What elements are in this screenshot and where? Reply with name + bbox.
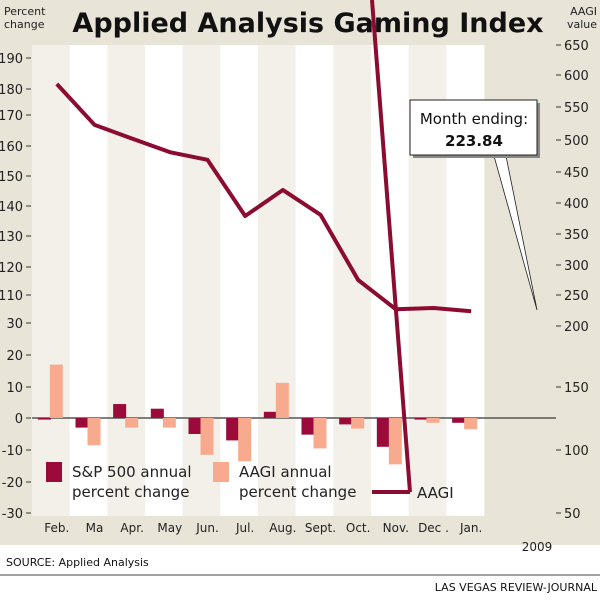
bar-aagi-change <box>125 418 138 428</box>
x-tick-label: Dec . <box>418 521 449 535</box>
bar-sp500 <box>339 418 352 424</box>
x-tick-label: Sept. <box>305 521 336 535</box>
x-tick-label: Oct. <box>346 521 371 535</box>
bar-sp500 <box>76 418 89 428</box>
right-tick-label: 250 <box>564 289 589 304</box>
right-tick-label: 50 <box>564 507 581 522</box>
legend-swatch-aagi-change <box>213 462 229 482</box>
column-band <box>32 45 70 516</box>
right-axis-label-line1: AAGI <box>570 5 597 18</box>
bar-aagi-change <box>276 383 289 418</box>
right-tick-label: 350 <box>564 228 589 243</box>
bar-aagi-change <box>314 418 327 448</box>
year-label: 2009 <box>522 540 553 554</box>
left-tick-label: 30 <box>6 317 23 332</box>
left-tick-label: 0 <box>15 412 23 427</box>
right-tick-label: 150 <box>564 381 589 396</box>
legend-swatch-sp500 <box>46 462 62 482</box>
right-tick-label: 600 <box>564 69 589 84</box>
left-axis-label-line1: Percent <box>4 5 46 18</box>
bar-aagi-change <box>238 418 251 461</box>
right-axis-label-line2: value <box>567 18 597 31</box>
left-tick-label: 190 <box>0 52 23 67</box>
chart-title: Applied Analysis Gaming Index <box>72 8 543 39</box>
left-tick-label: 140 <box>0 200 23 215</box>
left-tick-label: 120 <box>0 261 23 276</box>
right-tick-label: 450 <box>564 166 589 181</box>
bar-sp500 <box>113 404 126 418</box>
bar-sp500 <box>415 418 428 420</box>
left-tick-label: 150 <box>0 170 23 185</box>
x-tick-label: Nov. <box>383 521 409 535</box>
publication-credit: LAS VEGAS REVIEW-JOURNAL <box>435 581 598 594</box>
column-band <box>107 45 145 516</box>
bar-aagi-change <box>163 418 176 428</box>
column-band <box>145 45 183 516</box>
callout-value: 223.84 <box>445 132 503 150</box>
x-tick-label: Jul. <box>235 521 254 535</box>
left-tick-label: -20 <box>2 476 23 491</box>
source-note: SOURCE: Applied Analysis <box>6 556 149 569</box>
legend-sp500-line2: percent change <box>72 483 189 501</box>
bar-sp500 <box>38 418 51 420</box>
right-tick-label: 300 <box>564 259 589 274</box>
right-tick-label: 500 <box>564 134 589 149</box>
left-tick-label: 10 <box>6 381 23 396</box>
bar-aagi-change <box>88 418 101 445</box>
column-band <box>333 45 371 516</box>
left-tick-label: 180 <box>0 83 23 98</box>
right-tick-label: 550 <box>564 101 589 116</box>
legend-aagi-change-line2: percent change <box>239 483 356 501</box>
x-tick-label: Jun. <box>195 521 219 535</box>
legend-aagi-change-line1: AAGI annual <box>239 463 332 481</box>
right-tick-label: 400 <box>564 197 589 212</box>
legend-sp500-line1: S&P 500 annual <box>72 463 192 481</box>
bar-sp500 <box>302 418 315 435</box>
bar-aagi-change <box>50 365 63 418</box>
x-tick-label: Ma <box>86 521 104 535</box>
left-tick-label: 20 <box>6 349 23 364</box>
bar-sp500 <box>151 409 164 418</box>
x-tick-label: Jan. <box>459 521 482 535</box>
column-band <box>258 45 296 516</box>
left-tick-label: -10 <box>2 444 23 459</box>
bar-sp500 <box>189 418 202 434</box>
right-tick-label: 200 <box>564 320 589 335</box>
left-tick-label: -30 <box>2 507 23 522</box>
left-tick-label: 170 <box>0 109 23 124</box>
x-tick-label: Aug. <box>269 521 296 535</box>
x-tick-label: Feb. <box>44 521 69 535</box>
bar-aagi-change <box>201 418 214 455</box>
bar-sp500 <box>264 412 277 418</box>
bar-aagi-change <box>464 418 477 429</box>
x-tick-label: May <box>157 521 182 535</box>
bar-aagi-change <box>389 418 402 464</box>
right-tick-label: 100 <box>564 444 589 459</box>
x-tick-label: Apr. <box>120 521 143 535</box>
bar-sp500 <box>377 418 390 447</box>
left-tick-label: 110 <box>0 289 23 304</box>
left-axis-label-line2: change <box>4 18 45 31</box>
left-tick-label: 130 <box>0 230 23 245</box>
bar-sp500 <box>452 418 465 423</box>
bar-sp500 <box>226 418 239 440</box>
right-tick-label: 650 <box>564 39 589 54</box>
legend-aagi-line: AAGI <box>417 484 454 502</box>
callout-line1: Month ending: <box>420 110 528 128</box>
bar-aagi-change <box>427 418 440 423</box>
left-tick-label: 160 <box>0 140 23 155</box>
bar-aagi-change <box>351 418 364 429</box>
